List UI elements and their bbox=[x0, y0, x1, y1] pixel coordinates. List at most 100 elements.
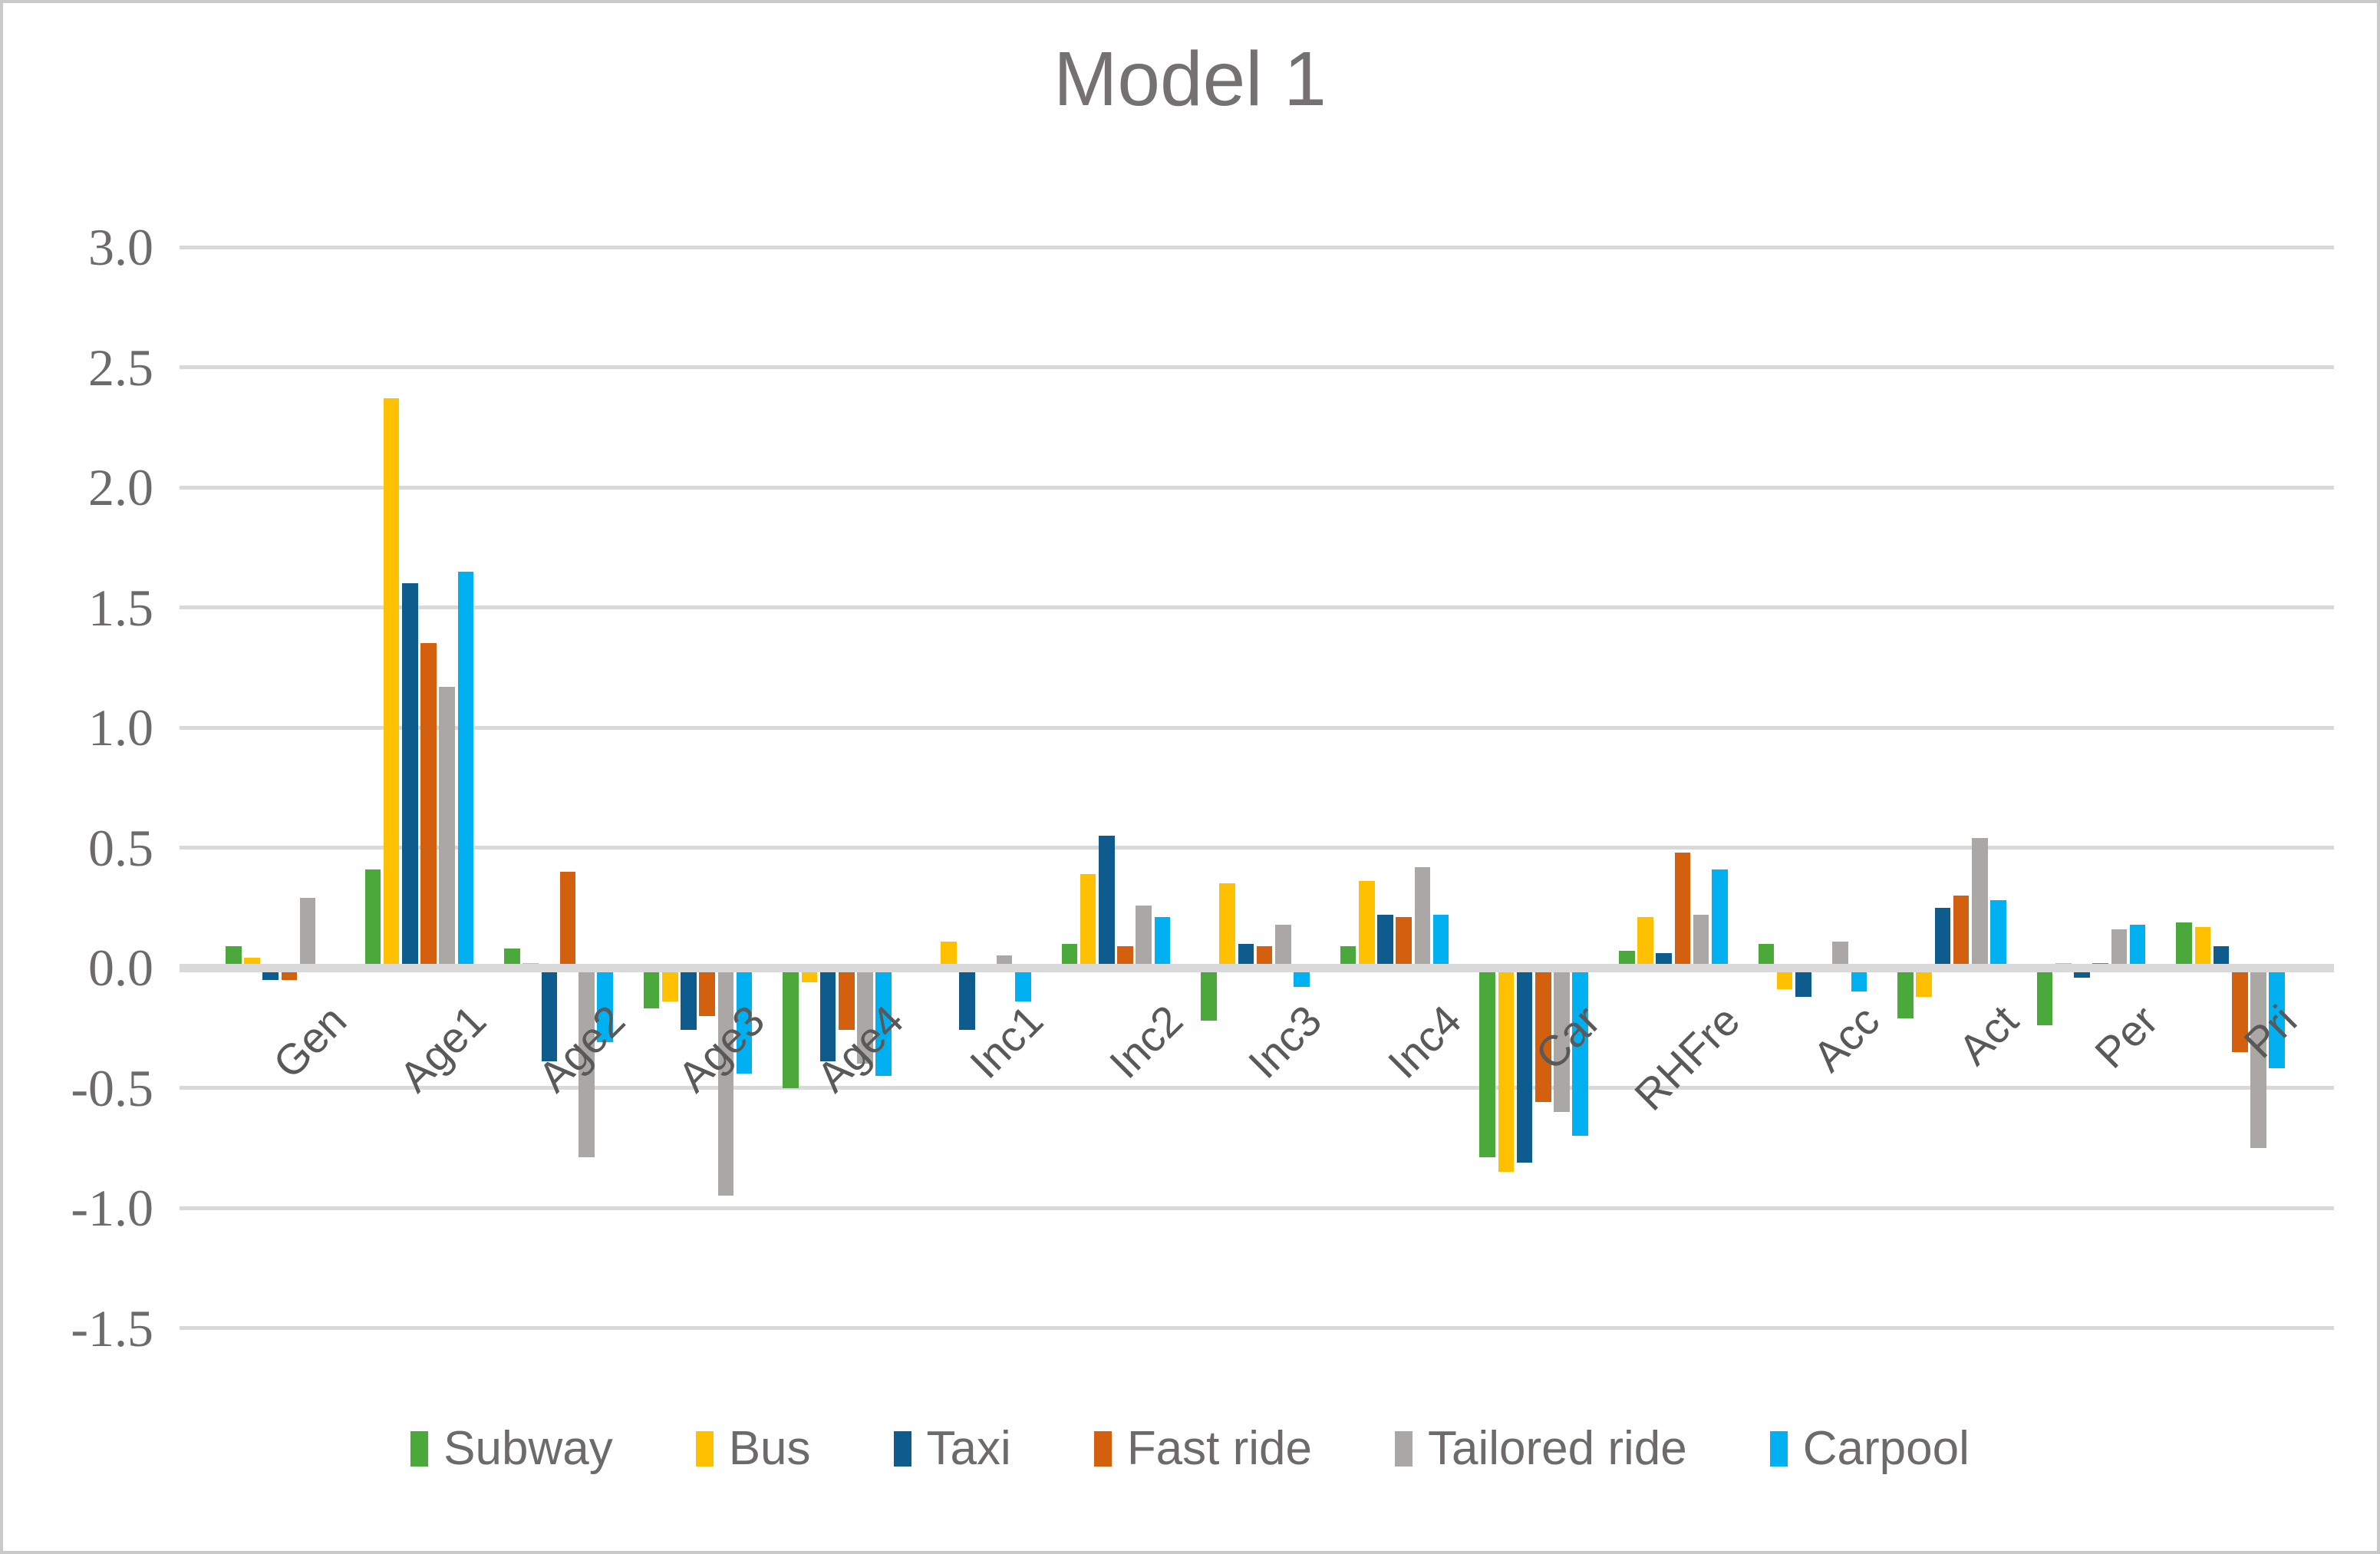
bar-taxi-age3 bbox=[681, 968, 697, 1031]
bar-taxi-act bbox=[1934, 907, 1951, 968]
bar-fast-ride-age4 bbox=[839, 968, 855, 1031]
bar-fast-ride-inc3 bbox=[1256, 945, 1273, 968]
bar-fast-ride-age3 bbox=[699, 968, 715, 1016]
bar-fast-ride-inc4 bbox=[1396, 917, 1412, 968]
x-axis-category-label: Inc3 bbox=[1239, 995, 1331, 1088]
bar-subway-age2 bbox=[504, 948, 520, 968]
legend-swatch-icon bbox=[893, 1430, 911, 1467]
bar-subway-inc3 bbox=[1201, 968, 1217, 1021]
y-axis-tick-label: 1.0 bbox=[88, 698, 153, 757]
bar-bus-inc1 bbox=[941, 941, 957, 968]
bar-taxi-acc bbox=[1795, 968, 1811, 997]
bar-tailored-ride-inc3 bbox=[1275, 924, 1291, 968]
bar-taxi-inc1 bbox=[959, 968, 975, 1031]
y-gridline bbox=[180, 485, 2334, 490]
bar-subway-gen bbox=[226, 945, 242, 968]
bar-carpool-inc2 bbox=[1154, 917, 1171, 968]
bar-bus-age1 bbox=[383, 398, 400, 968]
legend-swatch-icon bbox=[1769, 1430, 1788, 1467]
bar-bus-inc3 bbox=[1219, 883, 1235, 968]
bar-fast-ride-act bbox=[1953, 896, 1970, 968]
bar-carpool-rhfre bbox=[1712, 869, 1728, 968]
y-gridline bbox=[180, 605, 2334, 609]
y-axis-tick-label: 2.5 bbox=[88, 338, 153, 397]
legend-item-carpool: Carpool bbox=[1769, 1421, 1970, 1476]
x-axis-category-label: Gen bbox=[263, 995, 356, 1088]
bar-carpool-age3 bbox=[736, 968, 753, 1074]
y-axis-tick-label: -1.5 bbox=[71, 1298, 153, 1358]
legend-item-tailored-ride: Tailored ride bbox=[1395, 1421, 1687, 1476]
bar-tailored-ride-acc bbox=[1832, 941, 1848, 968]
y-axis-tick-label: 0.0 bbox=[88, 939, 153, 997]
bar-subway-car bbox=[1479, 968, 1495, 1158]
bar-fast-ride-age2 bbox=[559, 871, 576, 968]
legend-label: Bus bbox=[728, 1422, 811, 1475]
bar-carpool-acc bbox=[1851, 968, 1867, 992]
bar-carpool-age2 bbox=[597, 968, 613, 1043]
bar-carpool-car bbox=[1572, 968, 1588, 1137]
bar-subway-inc2 bbox=[1061, 943, 1078, 968]
bar-fast-ride-rhfre bbox=[1674, 852, 1691, 968]
y-axis-tick-label: 1.5 bbox=[88, 578, 153, 637]
bar-taxi-inc2 bbox=[1099, 835, 1115, 968]
legend-label: Taxi bbox=[926, 1422, 1011, 1475]
bar-subway-age3 bbox=[643, 968, 660, 1009]
bar-carpool-age4 bbox=[875, 968, 892, 1076]
legend-label: Fast ride bbox=[1126, 1422, 1313, 1475]
bar-taxi-age2 bbox=[541, 968, 558, 1062]
legend-item-taxi: Taxi bbox=[893, 1421, 1011, 1476]
bar-bus-age3 bbox=[662, 968, 678, 1001]
legend-item-subway: Subway bbox=[410, 1421, 613, 1476]
bar-subway-acc bbox=[1758, 943, 1775, 968]
bar-tailored-ride-inc4 bbox=[1414, 866, 1431, 968]
bar-tailored-ride-inc2 bbox=[1136, 905, 1152, 968]
legend-label: Tailored ride bbox=[1428, 1422, 1687, 1475]
bar-taxi-pri bbox=[2213, 945, 2230, 968]
bar-taxi-age1 bbox=[402, 583, 418, 968]
y-axis-tick-label: -1.0 bbox=[71, 1179, 153, 1237]
bar-subway-age4 bbox=[783, 968, 799, 1088]
legend-swatch-icon bbox=[1395, 1430, 1413, 1467]
bar-carpool-inc1 bbox=[1015, 968, 1031, 1001]
x-axis-category-label: Act bbox=[1949, 995, 2028, 1074]
bar-taxi-inc4 bbox=[1377, 915, 1393, 968]
y-gridline bbox=[180, 365, 2334, 369]
x-axis-category-label: RHFre bbox=[1625, 995, 1749, 1120]
bar-subway-age1 bbox=[364, 869, 381, 968]
bar-bus-rhfre bbox=[1637, 917, 1653, 968]
legend-label: Subway bbox=[443, 1422, 613, 1475]
legend-item-bus: Bus bbox=[695, 1421, 811, 1476]
y-gridline bbox=[180, 846, 2334, 850]
x-axis-category-label: Per bbox=[2085, 995, 2167, 1077]
bar-fast-ride-pri bbox=[2232, 968, 2248, 1052]
y-axis-tick-label: -0.5 bbox=[71, 1058, 153, 1117]
y-axis-tick-label: 2.0 bbox=[88, 458, 153, 516]
y-gridline bbox=[180, 725, 2334, 730]
legend-swatch-icon bbox=[695, 1430, 714, 1467]
bar-bus-inc2 bbox=[1080, 873, 1096, 968]
bar-subway-per bbox=[2036, 968, 2053, 1026]
chart-title: Model 1 bbox=[1053, 36, 1327, 122]
bar-subway-inc4 bbox=[1340, 945, 1356, 968]
legend: Subway Bus Taxi Fast ride Tailored ride Carpo… bbox=[3, 1421, 2377, 1476]
bar-subway-act bbox=[1897, 968, 1914, 1018]
bar-fast-ride-inc2 bbox=[1117, 945, 1133, 968]
legend-swatch-icon bbox=[1093, 1430, 1112, 1467]
y-gridline bbox=[180, 1206, 2334, 1210]
bar-tailored-ride-rhfre bbox=[1693, 915, 1709, 968]
bar-tailored-ride-age2 bbox=[579, 968, 595, 1158]
bar-tailored-ride-per bbox=[2111, 929, 2128, 968]
bar-tailored-ride-age3 bbox=[717, 968, 734, 1196]
bar-taxi-car bbox=[1516, 968, 1533, 1163]
legend-label: Carpool bbox=[1802, 1422, 1970, 1475]
bar-fast-ride-age1 bbox=[420, 643, 437, 968]
legend-item-fast-ride: Fast ride bbox=[1093, 1421, 1313, 1476]
bar-bus-pri bbox=[2194, 926, 2211, 968]
x-axis-category-label: Inc4 bbox=[1378, 995, 1471, 1088]
bar-tailored-ride-gen bbox=[299, 898, 316, 968]
bar-carpool-age1 bbox=[457, 571, 474, 968]
bar-carpool-inc3 bbox=[1294, 968, 1310, 988]
legend-swatch-icon bbox=[410, 1430, 429, 1467]
x-axis-category-label: Inc2 bbox=[1099, 995, 1192, 1088]
